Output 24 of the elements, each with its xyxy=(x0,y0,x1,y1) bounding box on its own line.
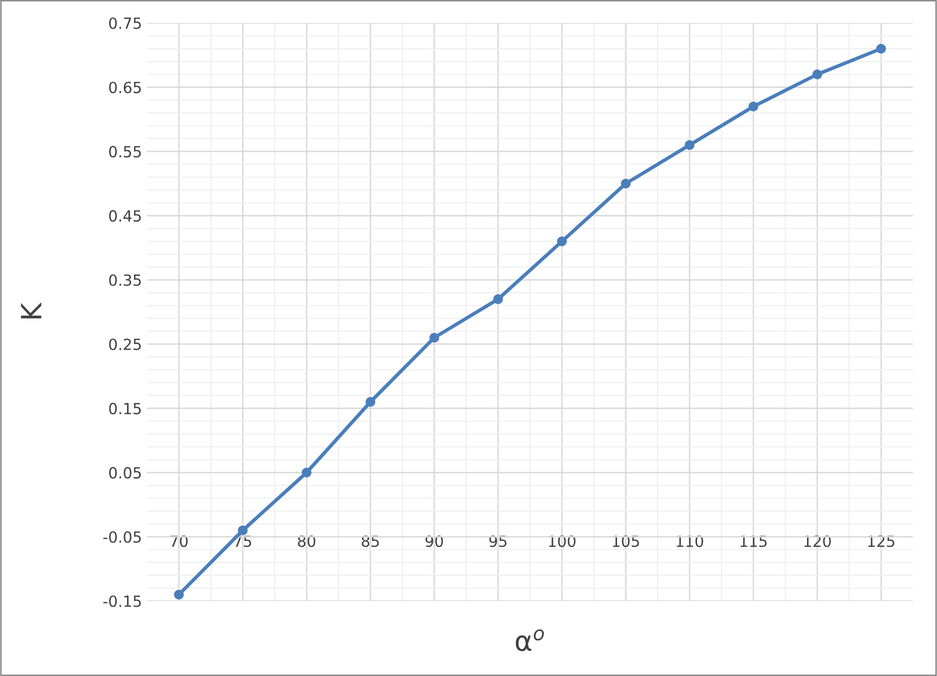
x-axis-title: α$^{o}$ xyxy=(516,629,544,652)
y-tick-label: 0.35 xyxy=(109,274,141,286)
y-tick-label: 0.75 xyxy=(109,17,141,30)
y-tick-label: 0.65 xyxy=(109,82,141,94)
y-tick-label: -0.05 xyxy=(103,531,141,543)
point xyxy=(812,70,822,80)
point xyxy=(557,236,567,246)
y-tick-label: -0.15 xyxy=(103,595,141,608)
y-axis-title: K xyxy=(21,302,42,318)
point xyxy=(174,590,184,600)
point xyxy=(493,294,503,304)
y-tick-label: 0.25 xyxy=(109,338,141,350)
y-tick-label: 0.45 xyxy=(109,210,141,222)
point xyxy=(366,397,376,407)
y-tick-label: 0.05 xyxy=(109,467,141,479)
point xyxy=(748,102,758,112)
point xyxy=(876,44,886,54)
point xyxy=(302,468,312,478)
point xyxy=(684,140,694,150)
point xyxy=(620,178,631,188)
point xyxy=(429,332,440,343)
y-tick-label: 0.15 xyxy=(109,402,141,414)
y-tick-label: 0.55 xyxy=(109,146,141,158)
point xyxy=(238,525,248,536)
